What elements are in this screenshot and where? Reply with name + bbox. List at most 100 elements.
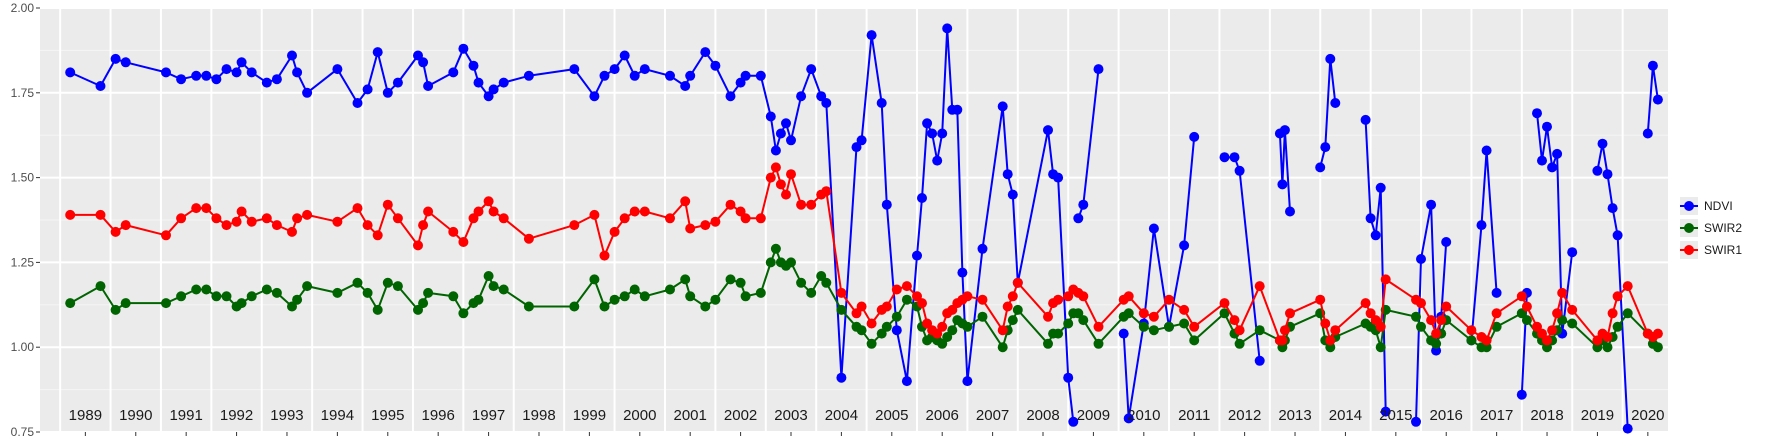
data-point-swir2 xyxy=(1219,308,1230,319)
data-point-swir2 xyxy=(836,304,847,315)
data-point-ndvi xyxy=(1279,125,1290,136)
data-point-swir1 xyxy=(1234,325,1245,336)
year-label: 2018 xyxy=(1530,407,1563,424)
data-point-ndvi xyxy=(332,64,343,75)
year-label: 2013 xyxy=(1278,407,1311,424)
data-point-swir1 xyxy=(665,213,675,224)
legend-item-swir1: SWIR1 xyxy=(1680,241,1742,259)
year-label: 1992 xyxy=(220,407,253,424)
grid-lines xyxy=(40,7,1668,433)
data-point-ndvi xyxy=(775,128,786,139)
data-point-swir1 xyxy=(483,196,494,207)
x-axis-ticks xyxy=(84,432,1649,436)
legend-marker xyxy=(1684,245,1694,255)
data-point-ndvi xyxy=(1053,172,1064,183)
data-point-ndvi xyxy=(781,118,791,129)
year-label: 1990 xyxy=(119,407,152,424)
data-point-swir1 xyxy=(619,213,630,224)
data-point-swir1 xyxy=(95,209,106,220)
data-point-ndvi xyxy=(680,81,691,91)
data-point-swir2 xyxy=(191,284,202,295)
data-point-swir1 xyxy=(1416,298,1426,309)
data-point-swir1 xyxy=(781,189,791,200)
data-point-ndvi xyxy=(881,199,892,210)
data-point-swir2 xyxy=(1466,335,1477,346)
data-point-swir1 xyxy=(856,301,867,312)
data-point-ndvi xyxy=(120,57,131,68)
year-label: 1999 xyxy=(573,407,606,424)
data-point-swir1 xyxy=(458,237,469,247)
data-point-ndvi xyxy=(856,135,867,146)
data-point-ndvi xyxy=(1426,199,1437,210)
data-point-ndvi xyxy=(639,64,650,75)
year-label: 2012 xyxy=(1228,407,1261,424)
data-point-ndvi xyxy=(1532,108,1542,119)
year-label: 2009 xyxy=(1077,407,1110,424)
data-point-ndvi xyxy=(1491,287,1502,298)
data-point-ndvi xyxy=(866,30,877,41)
data-point-ndvi xyxy=(211,74,222,85)
data-point-swir1 xyxy=(1542,335,1552,346)
data-point-swir1 xyxy=(488,206,499,217)
data-point-ndvi xyxy=(1592,165,1603,176)
data-point-ndvi xyxy=(488,84,499,95)
data-point-ndvi xyxy=(806,64,817,75)
data-point-ndvi xyxy=(589,91,600,102)
data-point-ndvi xyxy=(917,193,927,203)
data-point-ndvi xyxy=(786,135,796,146)
data-point-ndvi xyxy=(246,67,257,78)
data-point-swir2 xyxy=(977,311,988,322)
data-point-swir2 xyxy=(1234,338,1245,349)
data-point-ndvi xyxy=(1093,64,1104,75)
data-point-ndvi xyxy=(710,60,721,71)
data-point-swir2 xyxy=(372,304,383,315)
data-point-swir2 xyxy=(1652,342,1663,353)
data-point-swir1 xyxy=(1491,308,1502,319)
data-point-swir2 xyxy=(609,294,620,305)
data-point-ndvi xyxy=(1078,199,1089,210)
data-point-swir1 xyxy=(700,220,711,231)
data-point-swir2 xyxy=(725,274,736,285)
data-point-ndvi xyxy=(1254,355,1265,366)
data-point-swir1 xyxy=(609,226,620,237)
data-point-swir1 xyxy=(1012,277,1023,288)
data-point-swir2 xyxy=(569,301,580,312)
data-point-swir2 xyxy=(65,298,76,309)
data-point-ndvi xyxy=(1416,254,1426,264)
data-point-ndvi xyxy=(821,98,832,108)
data-point-swir1 xyxy=(1063,291,1074,302)
data-point-ndvi xyxy=(1002,169,1013,180)
data-point-swir2 xyxy=(942,332,953,342)
data-point-swir2 xyxy=(523,301,534,312)
data-point-ndvi xyxy=(599,70,610,81)
data-point-swir1 xyxy=(1431,328,1442,339)
data-point-swir1 xyxy=(891,284,902,295)
data-point-swir1 xyxy=(851,308,862,319)
data-point-swir2 xyxy=(1491,321,1502,332)
data-point-swir2 xyxy=(821,277,832,288)
year-label: 2008 xyxy=(1026,407,1059,424)
data-point-ndvi xyxy=(523,70,534,81)
data-point-swir1 xyxy=(1330,325,1341,336)
data-point-swir1 xyxy=(1315,294,1326,305)
data-point-ndvi xyxy=(740,70,751,81)
data-point-swir1 xyxy=(1325,335,1336,346)
data-point-ndvi xyxy=(176,74,187,85)
series-line-ndvi xyxy=(1470,149,1498,341)
data-point-ndvi xyxy=(1073,213,1084,224)
data-point-swir1 xyxy=(1436,315,1447,326)
data-point-ndvi xyxy=(110,53,121,64)
data-point-ndvi xyxy=(1542,121,1552,132)
data-point-swir1 xyxy=(1365,308,1376,319)
data-point-swir2 xyxy=(1375,342,1386,353)
data-point-swir1 xyxy=(287,226,297,237)
data-point-swir1 xyxy=(866,318,877,329)
data-point-swir2 xyxy=(110,304,121,315)
year-label: 2001 xyxy=(674,407,707,424)
data-point-ndvi xyxy=(1597,138,1608,149)
data-point-swir2 xyxy=(891,311,902,322)
year-label: 2000 xyxy=(623,407,656,424)
data-point-swir2 xyxy=(292,294,303,305)
data-point-swir2 xyxy=(589,274,600,285)
